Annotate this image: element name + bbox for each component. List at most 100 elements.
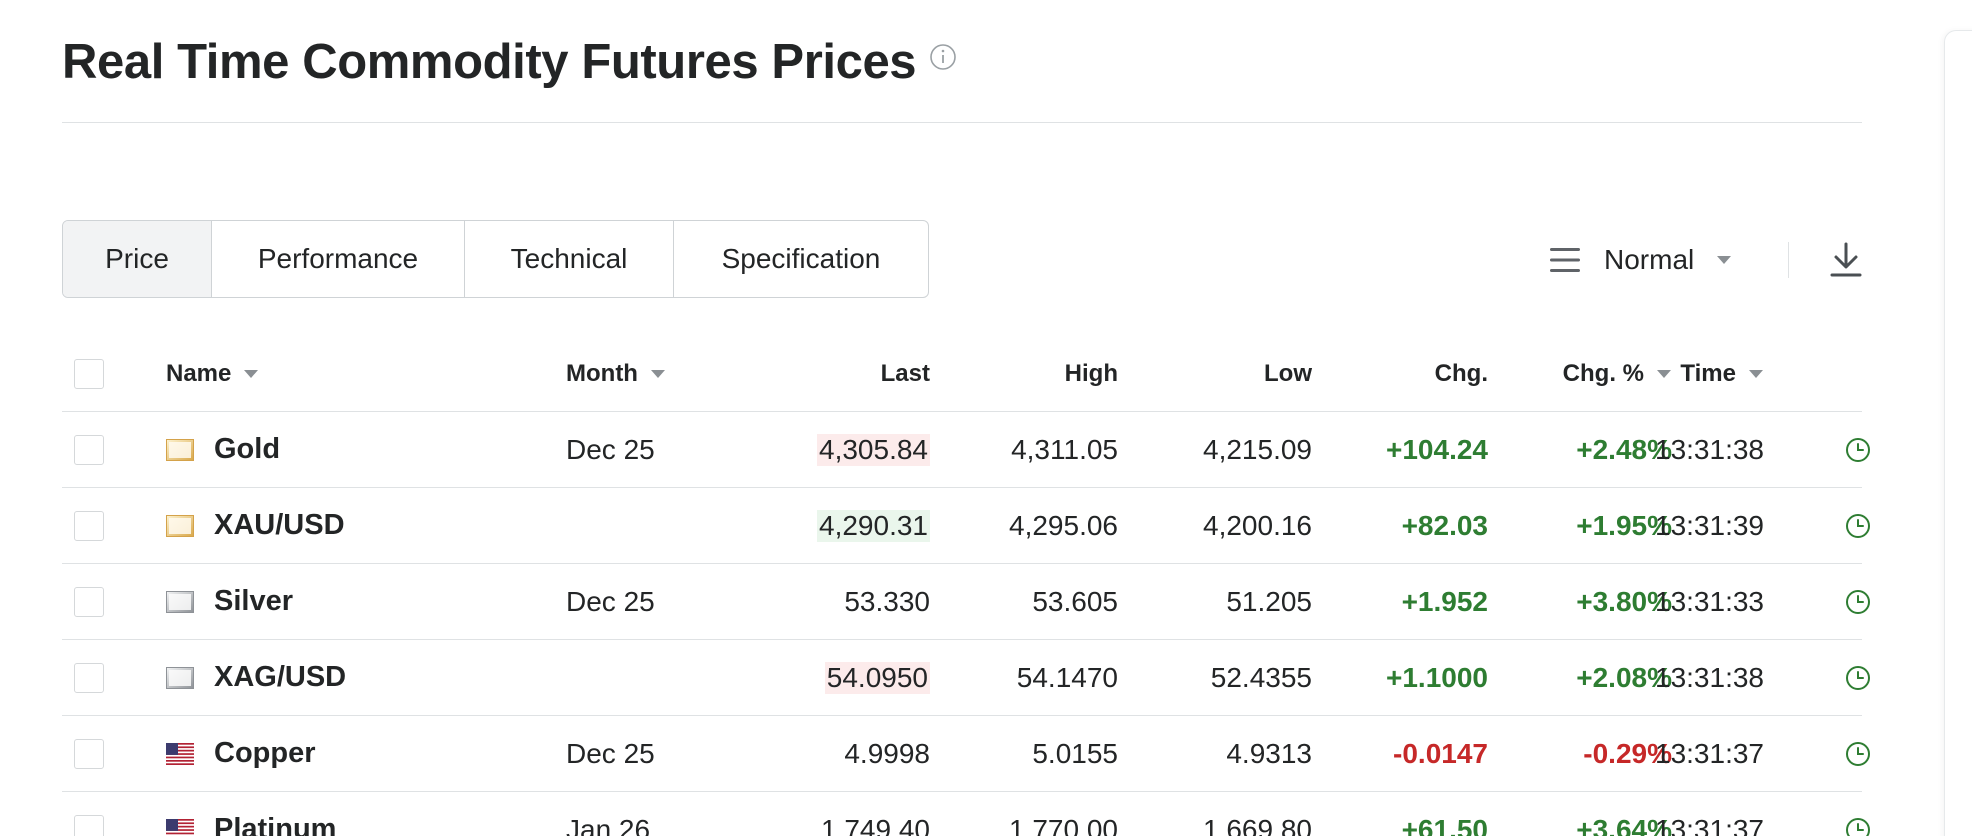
time-cell: 13:31:38 [1655, 433, 1764, 465]
month-cell: Dec 25 [566, 433, 655, 465]
info-icon[interactable] [928, 42, 958, 72]
page-title: Real Time Commodity Futures Prices [62, 35, 917, 89]
table-row: Gold Dec 25 4,305.84 4,311.05 4,215.09 +… [62, 412, 1870, 488]
time-cell: 13:31:33 [1655, 585, 1764, 617]
chevron-down-icon [1717, 256, 1732, 264]
column-header-low[interactable]: Low [1264, 359, 1312, 387]
high-cell: 1,770.00 [1009, 813, 1118, 836]
change-cell: +61.50 [1401, 813, 1488, 836]
low-cell: 4.9313 [1226, 737, 1312, 769]
row-checkbox[interactable] [74, 586, 104, 617]
change-pct-cell: +1.95% [1576, 509, 1672, 541]
last-price-cell: 1,749.40 [821, 813, 930, 836]
us-flag-icon [166, 818, 194, 836]
change-cell: +1.952 [1401, 585, 1488, 617]
column-header-time[interactable]: Time [1662, 336, 1850, 411]
clock-icon[interactable] [1844, 588, 1872, 616]
high-cell: 5.0155 [1032, 737, 1118, 769]
change-cell: +82.03 [1401, 509, 1488, 541]
sort-caret-icon [1657, 369, 1671, 378]
last-price-cell: 4.9998 [844, 737, 930, 769]
column-header-time-label: Time [1680, 359, 1736, 387]
tab-performance[interactable]: Performance [212, 221, 465, 297]
clock-icon[interactable] [1844, 664, 1872, 692]
clock-icon[interactable] [1844, 436, 1872, 464]
tab-price[interactable]: Price [63, 221, 212, 297]
view-tabs: Price Performance Technical Specificatio… [62, 220, 929, 298]
clock-icon[interactable] [1844, 512, 1872, 540]
low-cell: 52.4355 [1210, 661, 1312, 693]
last-price-cell: 54.0950 [824, 661, 930, 694]
hamburger-icon [1550, 248, 1580, 272]
column-header-high[interactable]: High [1064, 359, 1118, 387]
silver-flag-icon [166, 590, 194, 613]
low-cell: 4,200.16 [1203, 509, 1312, 541]
last-price-cell: 4,305.84 [817, 433, 930, 466]
table-row: Silver Dec 25 53.330 53.605 51.205 +1.95… [62, 564, 1870, 640]
row-checkbox[interactable] [74, 662, 104, 693]
change-pct-cell: +2.48% [1576, 433, 1672, 465]
select-all-checkbox[interactable] [74, 358, 104, 389]
toolbar-divider [1788, 242, 1789, 278]
low-cell: 51.205 [1226, 585, 1312, 617]
time-cell: 13:31:37 [1655, 737, 1764, 769]
month-cell [566, 640, 716, 715]
commodity-name-link[interactable]: XAU/USD [214, 509, 345, 541]
sort-caret-icon [244, 369, 259, 378]
low-cell: 1,669.80 [1203, 813, 1312, 836]
last-price-cell: 53.330 [844, 585, 930, 617]
side-panel-edge [1944, 30, 1972, 836]
column-header-chg-pct-label: Chg. % [1562, 359, 1644, 387]
commodity-name-link[interactable]: Gold [214, 433, 281, 465]
clock-icon[interactable] [1844, 740, 1872, 768]
column-header-month-label: Month [566, 359, 638, 387]
commodity-name-link[interactable]: XAG/USD [214, 661, 347, 693]
gold-flag-icon [166, 438, 194, 461]
high-cell: 53.605 [1032, 585, 1118, 617]
high-cell: 4,295.06 [1009, 509, 1118, 541]
tab-specification[interactable]: Specification [721, 243, 881, 274]
change-pct-cell: +2.08% [1576, 661, 1672, 693]
commodities-table: Name Month Last High Low Chg. Chg. % Tim… [62, 336, 1870, 836]
commodity-name-link[interactable]: Copper [214, 737, 316, 769]
column-header-chg-pct[interactable]: Chg. % [1488, 336, 1672, 411]
month-cell [566, 488, 716, 563]
last-price-cell: 4,290.31 [817, 509, 930, 542]
row-checkbox[interactable] [74, 434, 104, 465]
time-cell: 13:31:37 [1655, 813, 1764, 836]
column-header-last[interactable]: Last [880, 359, 930, 387]
view-mode-label: Normal [1604, 244, 1695, 275]
change-cell: +104.24 [1386, 433, 1488, 465]
column-header-month[interactable]: Month [566, 336, 716, 411]
change-pct-cell: +3.80% [1576, 585, 1672, 617]
month-cell: Dec 25 [566, 737, 655, 769]
row-checkbox[interactable] [74, 738, 104, 769]
row-checkbox[interactable] [74, 814, 104, 836]
clock-icon[interactable] [1844, 816, 1872, 836]
high-cell: 54.1470 [1016, 661, 1118, 693]
column-header-chg[interactable]: Chg. [1434, 359, 1488, 387]
change-pct-cell: -0.29% [1583, 737, 1672, 769]
view-mode-dropdown[interactable]: Normal [1548, 234, 1732, 286]
column-header-name-label: Name [166, 359, 232, 387]
change-cell: -0.0147 [1393, 737, 1488, 769]
high-cell: 4,311.05 [1011, 433, 1118, 465]
download-icon[interactable] [1828, 240, 1864, 280]
sort-caret-icon [1749, 369, 1763, 378]
column-header-name[interactable]: Name [166, 336, 546, 411]
sort-caret-icon [650, 369, 665, 378]
row-checkbox[interactable] [74, 510, 104, 541]
low-cell: 4,215.09 [1203, 433, 1312, 465]
us-flag-icon [166, 742, 194, 765]
commodity-name-link[interactable]: Silver [214, 585, 293, 617]
month-cell: Dec 25 [566, 585, 655, 617]
time-cell: 13:31:39 [1655, 509, 1764, 541]
table-row: Platinum Jan 26 1,749.40 1,770.00 1,669.… [62, 792, 1870, 836]
tab-technical[interactable]: Technical [465, 221, 674, 297]
commodity-name-link[interactable]: Platinum [214, 813, 337, 836]
table-row: XAU/USD 4,290.31 4,295.06 4,200.16 +82.0… [62, 488, 1870, 564]
time-cell: 13:31:38 [1655, 661, 1764, 693]
change-cell: +1.1000 [1386, 661, 1488, 693]
month-cell: Jan 26 [566, 813, 651, 836]
gold-flag-icon [166, 514, 194, 537]
